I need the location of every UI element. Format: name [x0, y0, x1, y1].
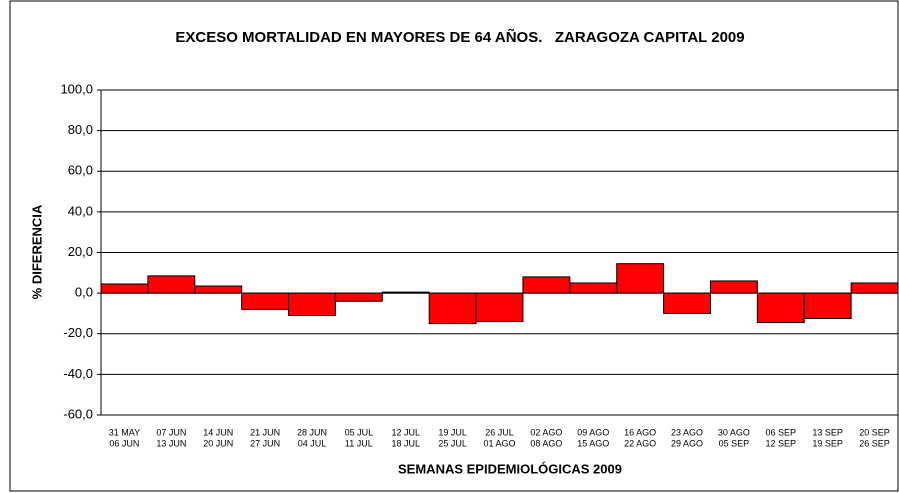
y-tick-label: 80,0 [68, 122, 93, 137]
x-tick-label: 18 JUL [391, 438, 420, 448]
x-tick-label: 06 JUN [109, 438, 139, 448]
x-tick-label: 20 JUN [203, 438, 233, 448]
y-tick-label: 0,0 [75, 285, 93, 300]
x-tick-label: 28 JUN [297, 427, 327, 437]
x-tick-label: 20 SEP [859, 427, 890, 437]
x-tick-label: 01 AGO [483, 438, 515, 448]
x-tick-label: 21 JUN [250, 427, 280, 437]
x-tick-label: 31 MAY [109, 427, 140, 437]
x-tick-label: 14 JUN [203, 427, 233, 437]
bar [475, 292, 524, 323]
bar [288, 292, 336, 316]
x-tick-label: 23 AGO [671, 427, 703, 437]
x-tick-label: 05 JUL [345, 427, 374, 437]
y-tick-label: 40,0 [68, 203, 93, 218]
x-tick-label: 15 AGO [577, 438, 609, 448]
y-tick-label: 100,0 [60, 81, 93, 96]
bar [428, 292, 477, 325]
bar [803, 292, 852, 320]
bar [194, 285, 243, 294]
bar [756, 292, 805, 324]
x-tick-label: 13 JUN [156, 438, 186, 448]
y-axis-title: % DIFERENCIA [29, 204, 44, 299]
y-tick-label: 20,0 [68, 244, 93, 259]
x-tick-label: 19 JUL [438, 427, 467, 437]
y-tick-label: -40,0 [63, 366, 93, 381]
y-tick-label: -20,0 [63, 325, 93, 340]
x-tick-label: 08 AGO [530, 438, 562, 448]
x-tick-label: 09 AGO [577, 427, 609, 437]
x-tick-label: 07 JUN [156, 427, 186, 437]
chart-frame [9, 0, 899, 492]
x-tick-label: 05 SEP [719, 438, 750, 448]
x-tick-label: 12 JUL [391, 427, 420, 437]
x-tick-label: 11 JUL [345, 438, 373, 448]
bar [850, 282, 899, 294]
bar [241, 292, 290, 310]
bar [381, 291, 430, 294]
bar [616, 263, 665, 294]
bar [522, 276, 571, 294]
x-tick-label: 22 AGO [624, 438, 656, 448]
x-tick-label: 19 SEP [812, 438, 843, 448]
x-tick-label: 13 SEP [812, 427, 843, 437]
bar [663, 292, 711, 314]
bar [100, 283, 149, 294]
x-tick-label: 12 SEP [766, 438, 797, 448]
bar [709, 280, 758, 294]
y-tick-label: 60,0 [68, 163, 93, 178]
chart-title: EXCESO MORTALIDAD EN MAYORES DE 64 AÑOS.… [175, 28, 744, 46]
x-tick-label: 27 JUN [250, 438, 280, 448]
bar [569, 282, 618, 294]
x-axis-title: SEMANAS EPIDEMIOLÓGICAS 2009 [398, 461, 622, 476]
x-tick-label: 06 SEP [766, 427, 797, 437]
x-tick-label: 26 JUL [485, 427, 514, 437]
x-tick-label: 02 AGO [530, 427, 562, 437]
x-tick-label: 26 SEP [859, 438, 890, 448]
x-tick-label: 29 AGO [671, 438, 703, 448]
x-tick-label: 16 AGO [624, 427, 656, 437]
x-tick-label: 30 AGO [718, 427, 750, 437]
x-tick-label: 04 JUL [298, 438, 327, 448]
x-tick-label: 25 JUL [438, 438, 467, 448]
bar [147, 275, 196, 294]
y-tick-label: -60,0 [63, 406, 93, 421]
bar [334, 292, 383, 302]
